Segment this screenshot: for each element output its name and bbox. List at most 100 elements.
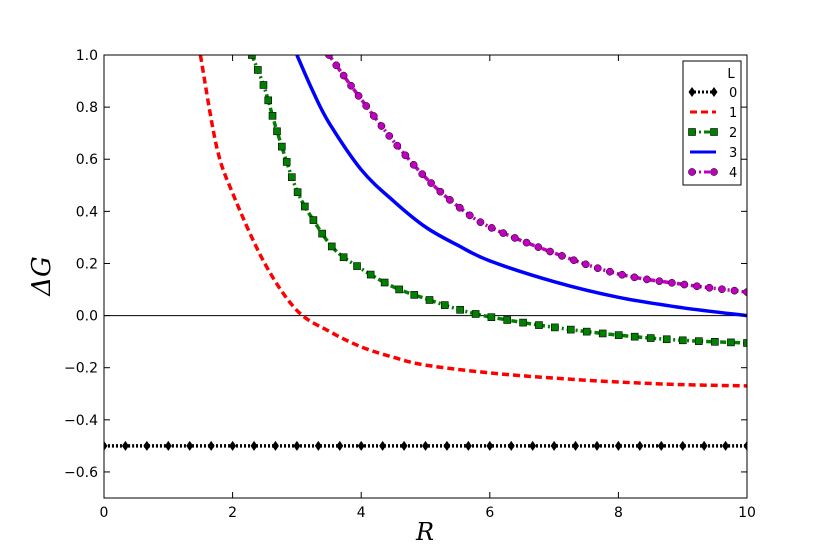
y-tick-label: −0.4 xyxy=(64,413,98,429)
point-2 xyxy=(259,81,268,89)
point-2 xyxy=(551,323,559,332)
point-2 xyxy=(327,242,336,251)
point-0 xyxy=(743,440,747,451)
point-2 xyxy=(678,336,687,345)
legend-marker xyxy=(688,128,696,136)
point-0 xyxy=(507,440,515,451)
point-2 xyxy=(366,270,375,279)
point-2 xyxy=(248,55,256,59)
point-0 xyxy=(314,440,322,451)
point-0 xyxy=(722,440,730,451)
legend-marker xyxy=(710,87,718,97)
point-2 xyxy=(353,262,361,270)
point-2 xyxy=(288,173,296,181)
point-4 xyxy=(409,160,418,169)
point-4 xyxy=(522,238,531,247)
point-0 xyxy=(464,440,472,451)
point-4 xyxy=(730,286,739,295)
point-4 xyxy=(455,203,464,212)
tick-layer: 0 2 4 6 8 10−0.6−0.4−0.20.00.20.40.60.81.0 xyxy=(64,48,756,521)
point-0 xyxy=(700,440,708,451)
point-2 xyxy=(268,112,277,120)
series-4 xyxy=(325,55,747,296)
point-4 xyxy=(369,112,378,120)
legend-entry-0: 0 xyxy=(688,86,737,101)
point-4 xyxy=(510,234,519,242)
series-line-1 xyxy=(198,55,747,388)
x-tick-label: 0 xyxy=(100,505,109,521)
legend-entry-2: 2 xyxy=(688,126,737,141)
point-2 xyxy=(711,337,719,346)
plot-area xyxy=(104,55,747,498)
point-4 xyxy=(718,285,726,294)
point-0 xyxy=(614,440,622,451)
legend-entries: 0 1 2 3 4 xyxy=(688,86,737,181)
point-2 xyxy=(301,202,309,211)
point-0 xyxy=(529,440,537,451)
point-2 xyxy=(630,332,639,341)
x-tick-label: 4 xyxy=(357,505,366,521)
point-4 xyxy=(332,61,341,70)
point-2 xyxy=(273,127,281,136)
legend-marker xyxy=(710,128,718,136)
series-3 xyxy=(295,55,747,318)
y-tick-label: −0.2 xyxy=(64,361,98,377)
series-0 xyxy=(104,440,747,451)
point-4 xyxy=(401,151,410,160)
point-0 xyxy=(443,440,451,451)
point-0 xyxy=(164,440,172,451)
point-2 xyxy=(456,305,464,314)
point-4 xyxy=(377,122,386,130)
point-2 xyxy=(487,313,496,321)
point-2 xyxy=(646,334,655,342)
point-2 xyxy=(662,335,671,344)
y-axis-label: ΔG xyxy=(27,256,57,297)
legend-box xyxy=(682,60,742,186)
point-0 xyxy=(121,440,129,451)
y-tick-label: 0.8 xyxy=(76,100,98,116)
point-4 xyxy=(705,283,714,292)
point-4 xyxy=(655,277,664,286)
series-1 xyxy=(198,55,747,388)
legend-label: 1 xyxy=(729,106,737,121)
point-4 xyxy=(339,71,348,80)
point-2 xyxy=(395,285,403,294)
point-4 xyxy=(668,278,676,287)
point-4 xyxy=(534,243,543,251)
point-0 xyxy=(250,440,258,451)
point-0 xyxy=(336,440,344,451)
point-0 xyxy=(357,440,365,451)
legend-entry-1: 1 xyxy=(690,106,737,121)
plot-frame xyxy=(103,54,748,499)
point-4 xyxy=(476,218,485,226)
x-tick-label: 2 xyxy=(228,505,237,521)
point-0 xyxy=(400,440,408,451)
legend-label: 3 xyxy=(729,146,737,161)
point-2 xyxy=(293,188,302,196)
point-0 xyxy=(379,440,387,451)
point-4 xyxy=(693,282,701,291)
point-4 xyxy=(643,275,651,284)
point-2 xyxy=(582,327,591,336)
point-4 xyxy=(618,270,626,279)
x-axis-label: R xyxy=(415,518,434,546)
point-2 xyxy=(743,339,747,347)
point-2 xyxy=(339,253,348,262)
x-tick-label: 6 xyxy=(485,505,494,521)
point-4 xyxy=(446,196,454,204)
point-0 xyxy=(271,440,279,451)
point-2 xyxy=(535,321,543,329)
point-0 xyxy=(550,440,558,451)
point-2 xyxy=(519,318,527,327)
point-2 xyxy=(264,96,273,105)
point-0 xyxy=(572,440,580,451)
point-4 xyxy=(680,280,689,289)
point-4 xyxy=(436,187,445,196)
point-4 xyxy=(581,260,590,269)
point-4 xyxy=(743,288,747,296)
point-2 xyxy=(309,216,318,224)
point-4 xyxy=(418,170,427,178)
legend-label: 4 xyxy=(729,166,737,181)
y-tick-label: 1.0 xyxy=(76,48,98,64)
